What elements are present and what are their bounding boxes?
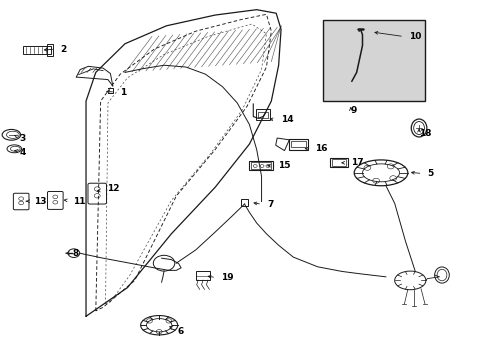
- Text: 4: 4: [19, 148, 25, 157]
- Bar: [195, 271, 210, 280]
- Text: 12: 12: [107, 184, 119, 193]
- Bar: [329, 158, 347, 167]
- Text: 9: 9: [350, 105, 356, 114]
- Text: 11: 11: [73, 197, 85, 206]
- Text: 7: 7: [267, 200, 273, 209]
- Bar: [249, 161, 272, 170]
- Bar: [291, 141, 305, 147]
- Text: 16: 16: [315, 144, 327, 153]
- Text: 17: 17: [350, 158, 363, 167]
- Bar: [331, 159, 346, 166]
- Text: 18: 18: [418, 129, 431, 138]
- Text: 1: 1: [120, 87, 126, 96]
- Text: 3: 3: [19, 134, 25, 143]
- Text: 5: 5: [427, 169, 433, 178]
- Polygon shape: [322, 21, 424, 101]
- Bar: [22, 46, 51, 54]
- Bar: [258, 112, 267, 118]
- Bar: [255, 109, 270, 120]
- Text: 2: 2: [60, 45, 66, 54]
- Text: 14: 14: [281, 115, 293, 124]
- Text: 13: 13: [34, 197, 46, 206]
- Text: 15: 15: [277, 161, 289, 170]
- Text: 10: 10: [408, 32, 421, 41]
- Bar: [47, 44, 53, 56]
- Text: 6: 6: [177, 327, 183, 336]
- Text: 8: 8: [73, 249, 79, 258]
- Bar: [289, 139, 307, 149]
- Bar: [240, 199, 248, 206]
- Text: 19: 19: [221, 273, 233, 282]
- Bar: [251, 162, 270, 168]
